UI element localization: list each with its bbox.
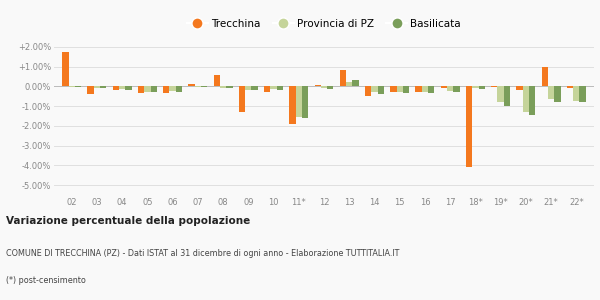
Bar [138, 86, 144, 93]
Bar [340, 70, 346, 86]
Bar [188, 84, 194, 86]
Bar [497, 86, 504, 102]
Bar [176, 86, 182, 92]
Bar [523, 86, 529, 112]
Bar [422, 86, 428, 92]
Bar [454, 86, 460, 92]
Bar [403, 86, 409, 93]
Bar [245, 86, 251, 90]
Bar [201, 86, 207, 87]
Bar [365, 86, 371, 96]
Bar [214, 74, 220, 86]
Bar [327, 86, 334, 89]
Bar [75, 86, 81, 87]
Bar [163, 86, 169, 93]
Bar [119, 86, 125, 89]
Bar [390, 86, 397, 92]
Bar [580, 86, 586, 102]
Bar [397, 86, 403, 92]
Bar [504, 86, 510, 106]
Bar [441, 86, 447, 88]
Bar [517, 86, 523, 90]
Bar [226, 86, 233, 88]
Bar [573, 86, 580, 101]
Text: Variazione percentuale della popolazione: Variazione percentuale della popolazione [6, 216, 250, 226]
Bar [472, 86, 479, 88]
Bar [371, 86, 377, 92]
Bar [88, 86, 94, 94]
Bar [220, 86, 226, 88]
Bar [447, 86, 454, 91]
Bar [296, 86, 302, 117]
Bar [125, 86, 131, 90]
Bar [466, 86, 472, 167]
Bar [62, 52, 68, 86]
Bar [302, 86, 308, 118]
Text: (*) post-censimento: (*) post-censimento [6, 276, 86, 285]
Bar [346, 82, 352, 86]
Bar [68, 86, 75, 87]
Bar [567, 86, 573, 88]
Legend: Trecchina, Provincia di PZ, Basilicata: Trecchina, Provincia di PZ, Basilicata [185, 16, 463, 31]
Bar [251, 86, 258, 90]
Bar [264, 86, 271, 92]
Bar [377, 86, 384, 94]
Bar [100, 86, 106, 88]
Bar [352, 80, 359, 86]
Bar [428, 86, 434, 93]
Bar [415, 86, 422, 92]
Bar [113, 86, 119, 90]
Bar [321, 86, 327, 88]
Bar [542, 67, 548, 86]
Bar [151, 86, 157, 92]
Bar [491, 86, 497, 87]
Bar [94, 86, 100, 88]
Bar [479, 86, 485, 89]
Bar [277, 86, 283, 90]
Bar [194, 86, 201, 87]
Bar [169, 86, 176, 91]
Bar [314, 85, 321, 86]
Bar [548, 86, 554, 99]
Bar [529, 86, 535, 115]
Bar [144, 86, 151, 92]
Bar [239, 86, 245, 112]
Text: COMUNE DI TRECCHINA (PZ) - Dati ISTAT al 31 dicembre di ogni anno - Elaborazione: COMUNE DI TRECCHINA (PZ) - Dati ISTAT al… [6, 249, 400, 258]
Bar [554, 86, 560, 102]
Bar [289, 86, 296, 124]
Bar [271, 86, 277, 89]
